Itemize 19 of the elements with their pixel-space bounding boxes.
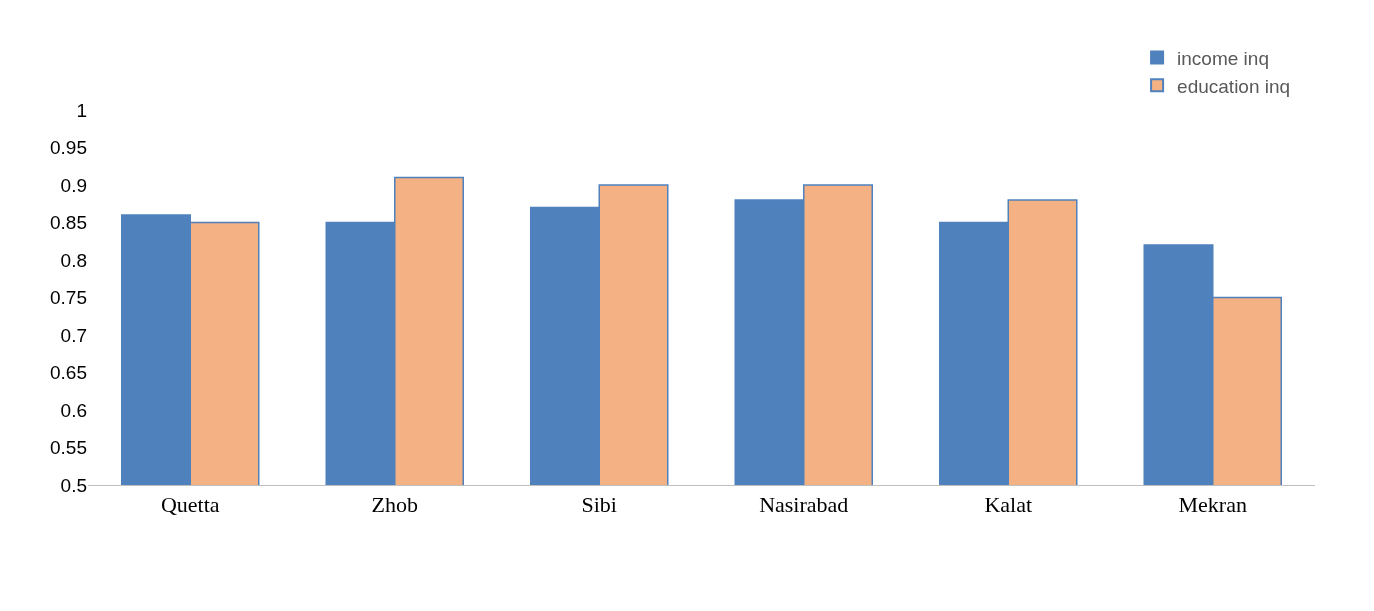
x-tick-label: Mekran xyxy=(1178,492,1247,518)
legend-label: education inq xyxy=(1177,75,1291,97)
y-tick-label: 0.65 xyxy=(50,362,87,384)
y-tick-label: 0.7 xyxy=(60,324,87,346)
x-tick-label: Nasirabad xyxy=(759,492,849,518)
x-tick-label: Kalat xyxy=(984,492,1033,518)
x-tick-label: Zhob xyxy=(371,492,418,518)
y-tick-label: 0.85 xyxy=(50,212,87,234)
y-tick-label: 0.5 xyxy=(60,474,87,496)
y-tick-label: 0.8 xyxy=(60,249,87,271)
y-tick-label: 0.55 xyxy=(50,437,87,459)
x-tick-label: Quetta xyxy=(160,492,220,518)
x-tick-label: Sibi xyxy=(581,492,617,518)
y-tick-label: 0.95 xyxy=(50,137,87,159)
y-tick-label: 0.6 xyxy=(60,399,87,421)
y-tick-label: 0.9 xyxy=(60,174,87,196)
y-tick-label: 1 xyxy=(76,99,87,121)
legend-label: income inq xyxy=(1177,48,1269,70)
y-tick-label: 0.75 xyxy=(50,287,87,309)
